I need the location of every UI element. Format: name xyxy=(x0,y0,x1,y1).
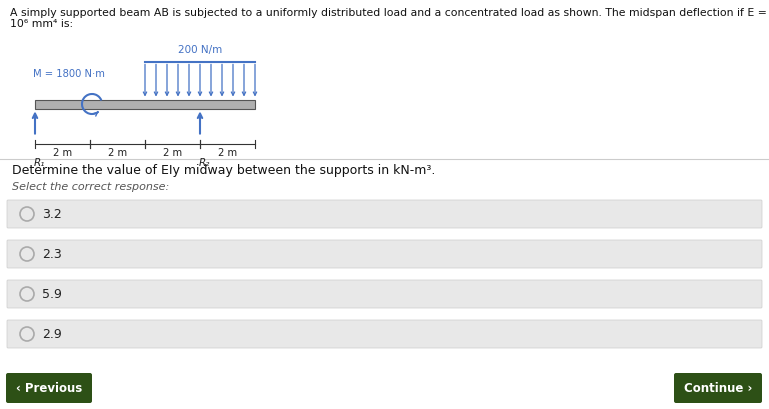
Text: 2 m: 2 m xyxy=(218,148,237,159)
Text: 10⁶ mm⁴ is:: 10⁶ mm⁴ is: xyxy=(10,19,73,29)
FancyBboxPatch shape xyxy=(7,320,762,348)
Text: A simply supported beam AB is subjected to a uniformly distributed load and a co: A simply supported beam AB is subjected … xyxy=(10,8,769,18)
Text: 3.2: 3.2 xyxy=(42,207,62,220)
FancyBboxPatch shape xyxy=(7,240,762,268)
Text: Determine the value of EIy midway between the supports in kN-m³.: Determine the value of EIy midway betwee… xyxy=(12,164,435,177)
Text: 2 m: 2 m xyxy=(53,148,72,159)
FancyBboxPatch shape xyxy=(674,373,762,403)
Text: 2 m: 2 m xyxy=(108,148,127,159)
Text: 2.9: 2.9 xyxy=(42,328,62,341)
Text: 2 m: 2 m xyxy=(163,148,182,159)
Text: R₂: R₂ xyxy=(199,157,211,168)
FancyBboxPatch shape xyxy=(35,99,255,108)
Text: Continue ›: Continue › xyxy=(684,382,752,395)
Text: Select the correct response:: Select the correct response: xyxy=(12,182,169,192)
Text: 2.3: 2.3 xyxy=(42,247,62,261)
FancyBboxPatch shape xyxy=(7,200,762,228)
Text: R₁: R₁ xyxy=(34,157,45,168)
Text: M = 1800 N·m: M = 1800 N·m xyxy=(33,69,105,79)
FancyBboxPatch shape xyxy=(7,280,762,308)
Text: ‹ Previous: ‹ Previous xyxy=(16,382,82,395)
FancyBboxPatch shape xyxy=(6,373,92,403)
Text: 200 N/m: 200 N/m xyxy=(178,45,222,56)
Text: 5.9: 5.9 xyxy=(42,288,62,301)
